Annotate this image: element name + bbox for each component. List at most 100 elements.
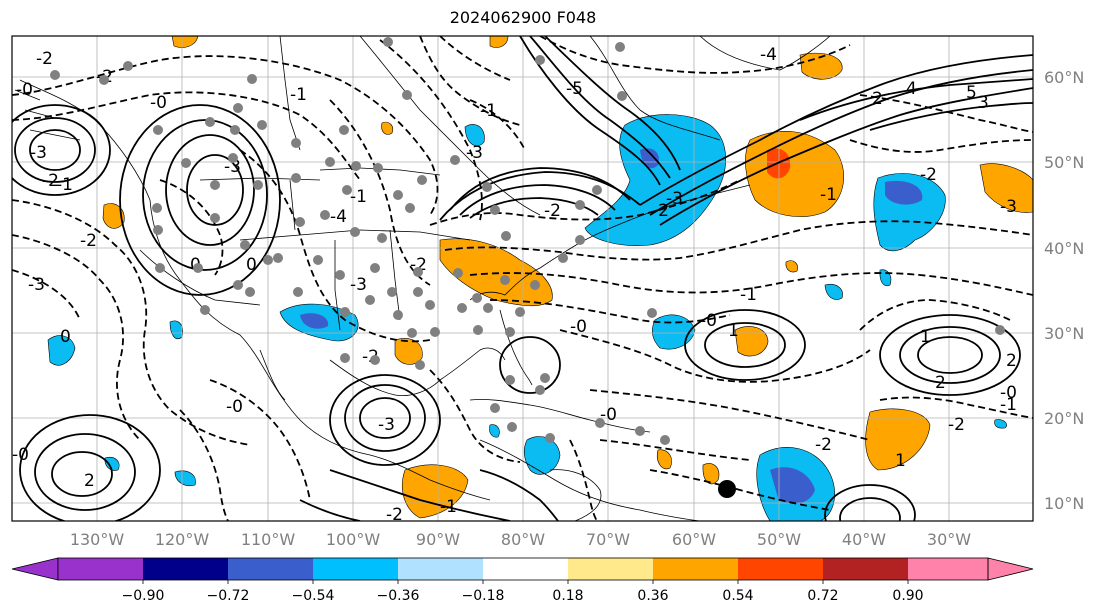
contour-label: -3 [30,143,47,163]
contour-label: -1 [740,285,757,305]
positive-anomaly-area [702,463,720,485]
lon-label: 110°W [241,530,296,549]
lat-label: 40°N [1044,239,1084,258]
positive-anomaly-area [381,121,393,135]
lon-label: 90°W [416,530,460,549]
contour-label: 2 [872,89,883,109]
contour-label: -1 [1000,395,1017,415]
positive-anomaly-area [979,163,1033,213]
negative-anomaly-area [994,419,1007,429]
colorbar-segment [228,558,313,580]
contour-label: -2 [652,201,669,221]
contour-label: -1 [440,497,457,517]
colorbar-tick-label: 0.36 [637,588,668,604]
contour-label: -3 [350,275,367,295]
contour-label: 1 [920,327,931,347]
colorbar-segment [738,558,823,580]
contour-label: 1 [895,451,906,471]
colorbar-tick-label: −0.54 [292,588,335,604]
contour-label: -2 [920,165,937,185]
station-dots [50,37,1005,445]
negative-anomaly-area [770,467,815,504]
contour-label: -1 [56,175,73,195]
colorbar-tick-label: −0.36 [377,588,420,604]
colorbar-segment [823,558,908,580]
contour-label: 4 [906,79,917,99]
contour-label: -0 [12,445,29,465]
contour-label: -0 [150,93,167,113]
positive-anomaly-area [785,260,798,273]
colorbar-segment [58,558,143,580]
contour-label: -3 [28,275,45,295]
contour-label: -2 [42,171,59,191]
contour-labels: -2 -2 -0 -0 -1 -3 -2 -1 -2 -3 -3 -2 -3 -… [12,45,1017,525]
negative-anomaly-area [104,457,120,471]
negative-anomaly-area [300,313,329,329]
map-gridlines [12,36,1033,521]
contour-label: -1 [480,101,497,121]
lon-label: 50°W [757,530,801,549]
positive-anomaly-area [439,238,553,307]
contour-label: 2 [1006,351,1017,371]
contour-label: -2 [80,231,97,251]
negative-anomaly-area [489,424,500,438]
negative-anomaly-area [824,283,843,300]
colorbar-segment [398,558,483,580]
colorbar-tick-label: −0.90 [122,588,165,604]
contour-label: 2 [935,373,946,393]
contour-label: -0 [600,405,617,425]
contour-label: -2 [544,201,561,221]
latitude-labels: 60°N 50°N 40°N 30°N 20°N 10°N [1044,68,1084,513]
negative-anomaly-area [464,124,485,147]
contour-label: -3 [466,143,483,163]
lon-label: 40°W [842,530,886,549]
contour-label: -3 [1000,197,1017,217]
contour-label: -3 [666,189,683,209]
negative-anomaly-area [584,114,726,246]
positive-contours [12,36,1033,521]
contour-label: -2 [36,49,53,69]
contour-label: 3 [978,93,989,113]
colorbar-segment [313,558,398,580]
colorbar-extend-min [11,557,59,581]
contour-label: 0 [60,327,71,347]
contour-label: -1 [350,187,367,207]
colorbar-segment [483,558,568,580]
lat-label: 50°N [1044,153,1084,172]
negative-anomaly-area [174,470,196,487]
colorbar-segment [653,558,738,580]
contour-label: -2 [948,415,965,435]
colorbar-tick-label: 0.54 [722,588,753,604]
contour-label: -3 [224,157,241,177]
contour-label: -2 [386,505,403,525]
negative-anomaly-area [651,314,696,350]
contour-label: -0 [570,317,587,337]
positive-anomaly-area [657,449,672,470]
lon-label: 100°W [326,530,381,549]
colorbar-segment [143,558,228,580]
colorbar-tick-label: −0.18 [462,588,505,604]
positive-anomaly-area [734,326,769,357]
contour-label: -5 [566,79,583,99]
colorbar-tick-label: 0.18 [552,588,583,604]
lon-label: 130°W [70,530,125,549]
storm-position-marker [718,480,736,498]
contour-label: -2 [815,435,832,455]
contour-label: -0 [1000,383,1017,403]
contour-label: -3 [378,415,395,435]
contour-label: -0 [16,80,33,100]
lon-label: 30°W [927,530,971,549]
contour-label: -1 [820,185,837,205]
lon-label: 120°W [155,530,210,549]
colorbar: −0.90 −0.72 −0.54 −0.36 −0.18 0.18 0.36 … [11,557,1034,604]
colorbar-tick-label: 0.90 [892,588,923,604]
colorbar-extend-max [987,557,1034,581]
contour-label: 5 [966,83,977,103]
lat-label: 20°N [1044,409,1084,428]
negative-anomaly-area [47,335,76,366]
lat-label: 60°N [1044,68,1084,87]
positive-anomaly-area [865,408,931,471]
contour-label: 0 [246,255,257,275]
longitude-labels: 130°W 120°W 110°W 100°W 90°W 80°W 70°W 6… [70,530,971,549]
